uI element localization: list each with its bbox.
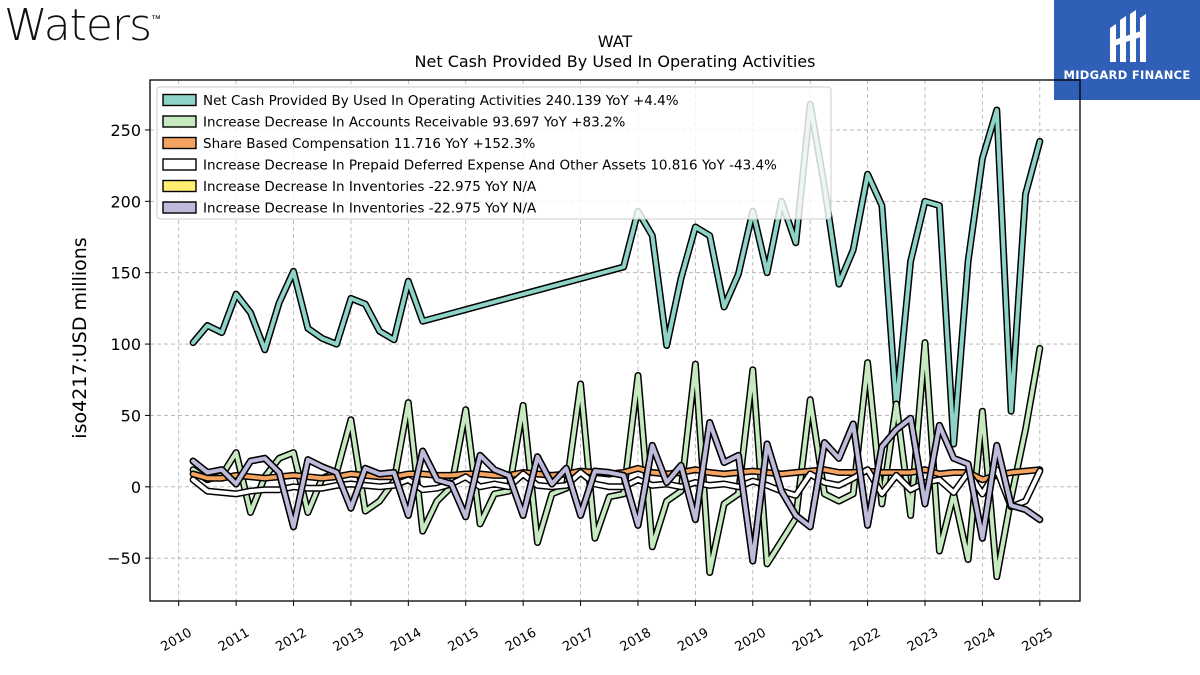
x-tick-label: 2011 (216, 625, 252, 655)
series-line (189, 100, 1044, 448)
y-tick-label: 50 (121, 406, 141, 425)
y-tick-label: 100 (110, 335, 141, 354)
x-tick-label: 2012 (273, 625, 309, 655)
y-tick-label: 200 (110, 192, 141, 211)
x-tick-label: 2018 (618, 625, 654, 655)
legend-entry: Net Cash Provided By Used In Operating A… (162, 93, 679, 109)
x-tick-label: 2023 (905, 625, 941, 655)
y-tick-label: 0 (131, 478, 141, 497)
x-tick-label: 2013 (331, 625, 367, 655)
x-tick-label: 2014 (388, 625, 424, 655)
legend-swatch (162, 179, 197, 193)
legend-swatch (162, 93, 197, 107)
y-tick-label: 150 (110, 264, 141, 283)
legend-entry: Increase Decrease In Inventories -22.975… (162, 179, 537, 195)
trademark-symbol: ™ (151, 14, 161, 25)
x-tick-label: 2016 (503, 625, 539, 655)
sponsor-logo-text: MIDGARD FINANCE (1063, 68, 1191, 82)
plot-frame (149, 79, 1081, 602)
y-axis: −50 0 50 100 150 200 250 (107, 121, 150, 568)
x-tick-label: 2019 (675, 625, 711, 655)
series-line-stroke (191, 467, 1042, 509)
chart-title: WAT (598, 32, 633, 51)
series-line (189, 466, 1044, 511)
legend-entry: Increase Decrease In Prepaid Deferred Ex… (162, 158, 777, 174)
legend-entry: Share Based Compensation 11.716 YoY +152… (162, 136, 535, 152)
x-tick-label: 2017 (560, 625, 596, 655)
waters-logo: Waters™ (4, 0, 161, 51)
legend-swatch (162, 158, 197, 171)
x-tick-label: 2024 (962, 625, 998, 655)
series-layer (189, 100, 1044, 581)
legend: Net Cash Provided By Used In Operating A… (156, 86, 832, 220)
y-axis-label: iso4217:USD millions (69, 237, 91, 438)
series-line-outline (189, 339, 1044, 581)
x-axis: 2010 2011 2012 2013 2014 2015 2016 2017 2018 2019… (159, 601, 1056, 655)
x-tick-label: 2021 (790, 625, 826, 655)
x-tick-label: 2025 (1020, 625, 1056, 655)
legend-swatch (162, 201, 197, 214)
legend-entry: Increase Decrease In Accounts Receivable… (162, 115, 626, 131)
legend-label: Increase Decrease In Inventories -22.975… (203, 201, 537, 217)
legend-box (156, 86, 832, 220)
midgard-finance-logo: MIDGARD FINANCE (1054, 0, 1200, 100)
series-line-stroke (191, 416, 1042, 563)
legend-label: Increase Decrease In Inventories -22.975… (203, 179, 537, 195)
legend-label: Increase Decrease In Accounts Receivable… (203, 115, 626, 131)
series-line (189, 414, 1044, 565)
series-line-stroke (191, 102, 1042, 446)
legend-entry: Increase Decrease In Inventories -22.975… (162, 201, 537, 217)
legend-label: Share Based Compensation 11.716 YoY +152… (203, 136, 535, 152)
chart-subtitle: Net Cash Provided By Used In Operating A… (415, 52, 816, 71)
legend-label: Increase Decrease In Prepaid Deferred Ex… (203, 158, 777, 174)
x-tick-label: 2022 (847, 625, 883, 655)
midgard-emblem-icon (1110, 10, 1146, 62)
y-tick-label: −50 (107, 549, 141, 568)
x-tick-label: 2010 (159, 625, 195, 655)
x-tick-label: 2020 (733, 625, 769, 655)
legend-label: Net Cash Provided By Used In Operating A… (203, 93, 679, 109)
x-tick-label: 2015 (446, 625, 482, 655)
y-tick-label: 250 (110, 121, 141, 140)
legend-swatch (162, 115, 197, 128)
series-line (189, 339, 1044, 581)
legend-swatch (162, 136, 197, 150)
waters-logo-text: Waters (4, 0, 152, 51)
